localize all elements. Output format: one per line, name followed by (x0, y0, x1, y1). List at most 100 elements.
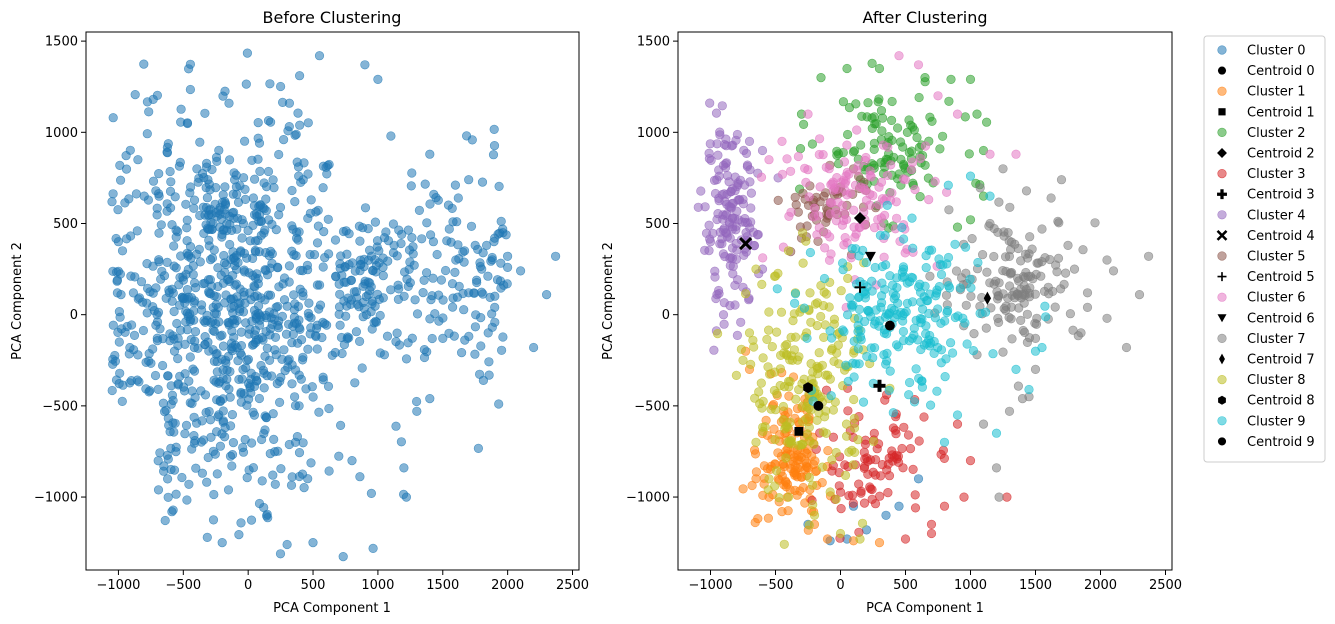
cluster-point (880, 395, 890, 405)
before-point (262, 371, 272, 381)
before-point (298, 266, 308, 276)
cluster-point (712, 290, 722, 300)
cluster-point (693, 202, 703, 212)
legend-label: Cluster 2 (1247, 126, 1306, 141)
cluster-point (785, 355, 795, 365)
before-point (200, 340, 210, 350)
cluster-point (856, 335, 866, 345)
cluster-point (916, 297, 926, 307)
cluster-point (705, 98, 715, 108)
cluster-point (955, 283, 965, 293)
legend-label: Centroid 9 (1247, 435, 1315, 450)
before-point (293, 235, 303, 245)
cluster-point (841, 214, 852, 225)
before-point (420, 179, 430, 189)
cluster-point (924, 308, 934, 319)
before-point (224, 384, 234, 394)
cluster-point (965, 74, 976, 84)
cluster-point (943, 180, 953, 190)
cluster-point (921, 251, 931, 261)
legend-item: Cluster 7 (1217, 332, 1306, 347)
cluster-point (764, 474, 774, 484)
before-point (214, 378, 224, 388)
cluster-point (839, 327, 849, 337)
before-point (457, 348, 467, 358)
before-point (496, 216, 506, 226)
cluster-point (814, 223, 824, 233)
before-point (189, 366, 200, 376)
before-point (475, 369, 485, 379)
before-point (191, 463, 201, 473)
before-point (303, 474, 313, 484)
before-point (107, 385, 117, 396)
before-point (489, 124, 499, 134)
before-point (322, 320, 332, 330)
before-point (419, 275, 429, 285)
cluster-point (913, 60, 924, 70)
cluster-point (835, 528, 846, 539)
before-point (248, 193, 258, 203)
before-point (324, 403, 334, 414)
cluster-point (775, 350, 786, 361)
cluster-point (874, 200, 884, 210)
cluster-point (944, 96, 954, 106)
before-point (294, 171, 304, 181)
cluster-point (867, 58, 877, 69)
before-point (218, 91, 228, 101)
before-point (330, 235, 341, 245)
before-point (286, 480, 297, 490)
before-point (189, 438, 199, 448)
cluster-point (763, 362, 773, 372)
cluster-point (803, 165, 813, 175)
after-chart-title: After Clustering (862, 8, 987, 27)
before-point (163, 454, 173, 464)
before-point (247, 438, 257, 448)
before-point (153, 384, 163, 395)
cluster-point (849, 205, 859, 215)
before-point (275, 202, 286, 212)
before-point (489, 237, 499, 247)
before-point (391, 421, 401, 431)
cluster-point (1044, 289, 1054, 299)
before-point (225, 239, 235, 250)
before-point (250, 236, 260, 246)
cluster-point (874, 537, 885, 548)
cluster-point (795, 144, 806, 154)
before-point (347, 456, 357, 466)
before-point (196, 386, 206, 396)
before-point (272, 262, 283, 272)
legend-item: Centroid 3 (1217, 188, 1315, 203)
before-point (127, 320, 137, 330)
after-x-ticks: −1000 −500 0 500 1000 1500 2000 2500 (689, 570, 1182, 593)
legend-swatch (1217, 189, 1227, 200)
cluster-point (893, 457, 904, 468)
cluster-point (771, 466, 782, 476)
cluster-point (863, 306, 873, 316)
before-point (288, 224, 298, 234)
before-point (438, 295, 448, 305)
before-point (273, 301, 283, 312)
before-point (284, 261, 295, 271)
legend-label: Centroid 1 (1247, 105, 1315, 120)
before-point (367, 324, 377, 334)
cluster-point (1025, 283, 1035, 293)
before-point (354, 302, 364, 312)
cluster-point (1022, 253, 1033, 263)
before-point (303, 213, 313, 223)
cluster-point (897, 443, 907, 454)
cluster-point (816, 72, 826, 83)
before-point (165, 427, 175, 437)
before-point (318, 372, 328, 382)
cluster-point (783, 437, 793, 448)
cluster-point (700, 245, 710, 255)
cluster-point (873, 97, 883, 107)
cluster-point (884, 453, 894, 463)
cluster-point (763, 325, 774, 335)
cluster-point (848, 460, 858, 470)
y-tick-label: 0 (70, 308, 78, 323)
before-point (393, 280, 403, 290)
cluster-point (758, 396, 768, 407)
legend-item: Centroid 7 (1219, 353, 1315, 368)
cluster-point (827, 344, 837, 354)
before-point (113, 327, 123, 338)
